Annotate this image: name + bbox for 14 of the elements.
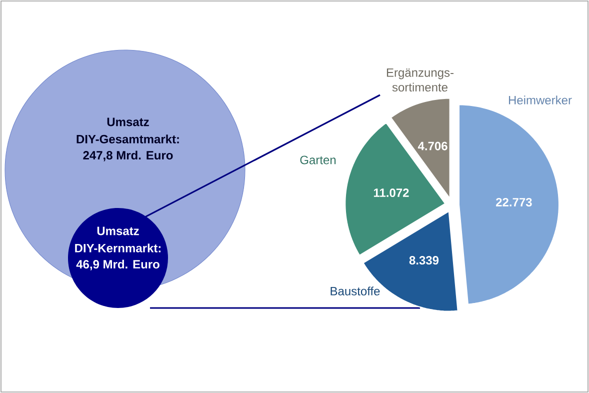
text: DIY-Gesamtmarkt: xyxy=(76,134,179,144)
slice-label: Baustoffe xyxy=(330,286,380,296)
slice-label: Heimwerker xyxy=(508,96,572,104)
text: Umsatz xyxy=(107,118,149,126)
text: 247,8 Mrd. Euro xyxy=(83,150,173,162)
text: Umsatz xyxy=(97,226,139,236)
data-label: 22.773 xyxy=(496,198,532,206)
data-label: 4.706 xyxy=(418,142,448,150)
text: DIY-Kernmarkt: xyxy=(75,244,161,252)
data-label: 8.339 xyxy=(409,256,439,265)
slice-label: Ergänzungs-sortimente xyxy=(386,68,454,92)
slice-label: Garten xyxy=(300,156,336,164)
data-label: 11.072 xyxy=(374,188,409,198)
text: 46,9 Mrd. Euro xyxy=(76,260,160,270)
